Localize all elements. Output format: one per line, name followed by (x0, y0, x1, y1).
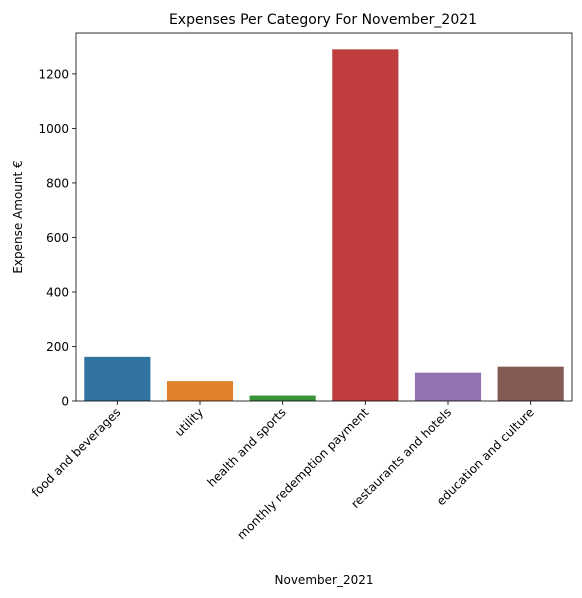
x-tick-label: food and beverages (29, 405, 124, 500)
y-tick-label: 200 (46, 340, 69, 354)
y-axis-label: Expense Amount € (11, 160, 25, 273)
y-tick-label: 1000 (38, 122, 69, 136)
x-tick-label: education and culture (434, 405, 537, 508)
plot-frame (75, 32, 573, 402)
bars-group (84, 49, 564, 401)
bar-health-and-sports (249, 395, 316, 401)
chart-title: Expenses Per Category For November_2021 (169, 12, 477, 28)
y-tick-label: 800 (46, 176, 69, 190)
y-tick-label: 1200 (38, 67, 69, 81)
bar-utility (166, 381, 234, 401)
y-tick-label: 400 (46, 285, 69, 299)
y-tick-label: 600 (46, 231, 69, 245)
x-axis-label: November_2021 (275, 573, 374, 587)
x-tick-label: health and sports (204, 405, 288, 489)
bar-education-and-culture (497, 366, 564, 401)
bar-monthly-redemption-payment (332, 49, 399, 401)
x-tick-label: monthly redemption payment (234, 405, 371, 542)
x-tick-label: utility (172, 405, 206, 439)
y-axis: 0 200 400 600 800 1000 1200 (38, 67, 76, 409)
bar-food-and-beverages (84, 356, 151, 401)
bar-restaurants-and-hotels (414, 372, 482, 401)
y-tick-label: 0 (61, 395, 69, 409)
